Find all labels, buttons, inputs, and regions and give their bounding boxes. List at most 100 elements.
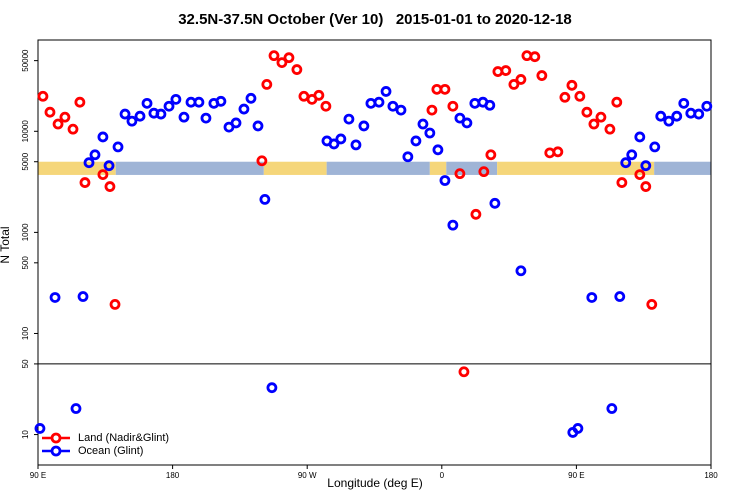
x-tick-label: 90 E xyxy=(568,471,584,480)
point xyxy=(500,65,512,76)
point xyxy=(59,111,71,123)
y-tick-label: 100 xyxy=(21,326,30,340)
point xyxy=(634,131,646,143)
point xyxy=(343,113,355,125)
point xyxy=(119,108,131,120)
point xyxy=(350,139,362,151)
point xyxy=(611,96,623,108)
point xyxy=(358,120,370,132)
point xyxy=(595,111,607,123)
point xyxy=(373,96,385,108)
point xyxy=(614,291,626,302)
point xyxy=(458,366,470,378)
point xyxy=(67,123,79,135)
point xyxy=(163,100,175,112)
point xyxy=(141,97,153,109)
point xyxy=(97,131,109,143)
point xyxy=(508,78,520,90)
y-axis-label: N Total xyxy=(0,226,12,263)
point xyxy=(461,117,473,129)
point xyxy=(230,117,242,129)
y-tick-label: 1000 xyxy=(21,223,30,241)
point xyxy=(693,108,705,120)
point xyxy=(52,118,64,130)
point xyxy=(424,127,436,139)
point xyxy=(478,166,490,178)
point xyxy=(97,169,109,180)
chart-title: 32.5N-37.5N October (Ver 10) 2015-01-01 … xyxy=(178,11,572,28)
point xyxy=(34,423,46,434)
point xyxy=(454,168,466,180)
point xyxy=(606,403,618,414)
point xyxy=(328,138,340,150)
point xyxy=(109,298,121,310)
point xyxy=(170,93,182,105)
point xyxy=(261,78,273,90)
point xyxy=(640,181,652,192)
point xyxy=(626,149,638,161)
point xyxy=(616,177,628,188)
point xyxy=(245,92,257,104)
point xyxy=(454,112,466,124)
legend-label: Ocean (Glint) xyxy=(78,445,143,457)
point xyxy=(380,86,392,97)
point xyxy=(49,292,61,303)
point xyxy=(410,135,422,147)
x-axis-label: Longitude (deg E) xyxy=(327,476,422,490)
legend-marker xyxy=(50,432,62,444)
point xyxy=(44,106,56,118)
point xyxy=(447,100,459,112)
point xyxy=(572,423,584,434)
point xyxy=(671,110,683,122)
x-tick-label: 90 E xyxy=(30,471,46,480)
band-segment xyxy=(263,161,327,175)
point xyxy=(313,89,325,101)
point xyxy=(426,104,438,116)
y-tick-label: 500 xyxy=(21,256,30,270)
point xyxy=(126,115,138,127)
point xyxy=(586,292,598,303)
point xyxy=(395,104,407,116)
point xyxy=(77,291,89,302)
y-tick-label: 50000 xyxy=(21,49,30,72)
y-tick-label: 10 xyxy=(21,430,30,439)
point xyxy=(484,99,496,111)
point xyxy=(104,181,116,192)
point xyxy=(439,175,451,186)
point xyxy=(515,74,527,85)
point xyxy=(256,155,268,167)
point xyxy=(268,50,280,62)
y-tick-label: 10000 xyxy=(21,120,30,143)
point xyxy=(566,79,578,91)
point xyxy=(701,100,713,112)
point xyxy=(155,108,167,120)
point xyxy=(581,106,593,118)
band-segment xyxy=(446,161,498,175)
x-tick-label: 180 xyxy=(166,471,180,480)
point xyxy=(215,95,227,107)
point xyxy=(588,118,600,130)
x-tick-label: 0 xyxy=(440,471,445,480)
point xyxy=(489,197,501,209)
point xyxy=(335,133,347,145)
point xyxy=(74,96,86,108)
point xyxy=(276,57,288,69)
point xyxy=(655,110,667,122)
point xyxy=(485,149,497,161)
legend-label: Land (Nadir&Glint) xyxy=(78,432,169,444)
point xyxy=(37,90,49,102)
point xyxy=(70,403,82,414)
point xyxy=(529,51,541,63)
point xyxy=(432,144,444,156)
y-tick-label: 5000 xyxy=(21,152,30,170)
point xyxy=(640,160,652,172)
band-segment xyxy=(654,161,711,175)
point xyxy=(559,91,571,103)
plot-frame xyxy=(37,39,712,466)
point xyxy=(536,70,548,81)
point xyxy=(646,298,658,310)
point xyxy=(604,123,616,135)
point xyxy=(291,64,303,75)
point xyxy=(238,103,250,115)
point xyxy=(252,120,264,132)
